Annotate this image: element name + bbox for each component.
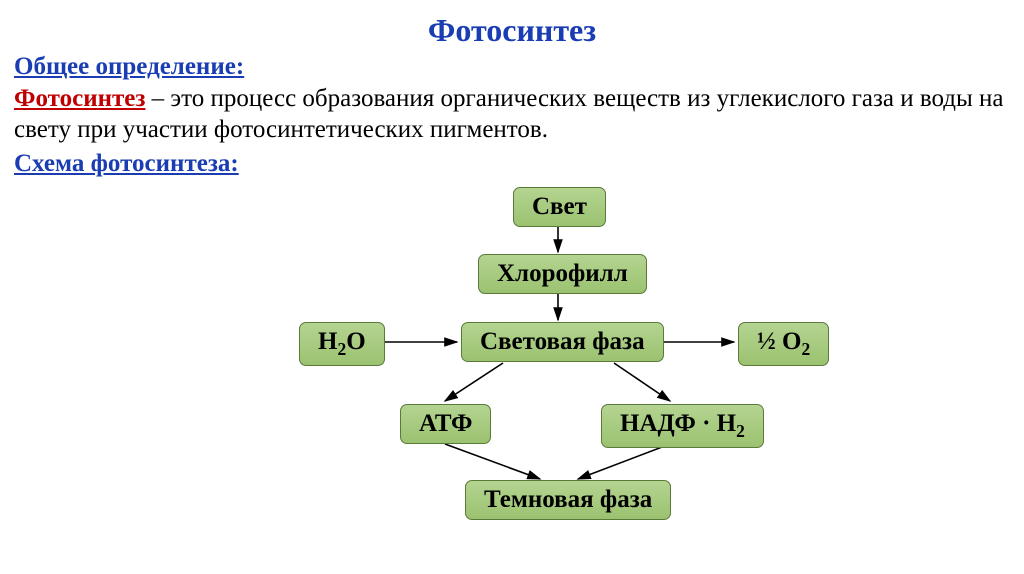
definition-term: Фотосинтез xyxy=(14,85,145,112)
page-title: Фотосинтез xyxy=(0,0,1024,49)
node-h2o: H2O xyxy=(299,322,385,366)
node-dark-phase: Темновая фаза xyxy=(465,480,671,520)
heading-definition: Общее определение: xyxy=(0,53,1024,81)
node-light: Свет xyxy=(513,187,606,227)
node-atp: АТФ xyxy=(400,404,491,444)
node-chlorophyll: Хлорофилл xyxy=(478,254,647,294)
definition-text: Фотосинтез – это процесс образования орг… xyxy=(0,83,1024,146)
heading-scheme: Схема фотосинтеза: xyxy=(0,150,1024,178)
node-nadph: НАДФ · Н2 xyxy=(601,404,764,448)
node-light-phase: Световая фаза xyxy=(461,322,664,362)
definition-body: – это процесс образования органических в… xyxy=(14,85,1004,143)
flowchart: Свет Хлорофилл H2O Световая фаза ½ O2 АТ… xyxy=(0,182,1024,542)
node-o2: ½ O2 xyxy=(738,322,829,366)
